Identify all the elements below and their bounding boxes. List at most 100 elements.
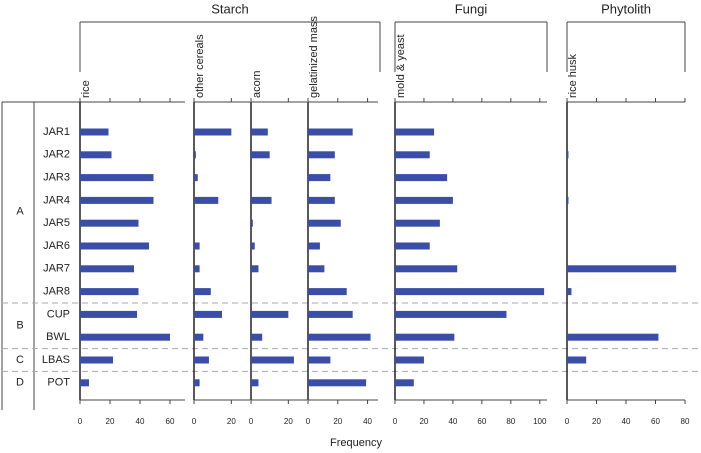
bar [251,356,294,364]
bar [194,265,200,273]
x-tick-label: 0 [249,417,254,426]
x-tick-label: 20 [106,417,115,426]
bar [308,242,320,250]
bar [395,174,448,182]
category-label: LBAS [42,354,70,366]
bar [194,379,200,387]
bar [194,128,232,136]
bar [567,151,569,159]
x-tick-label: 80 [506,417,515,426]
bar [194,356,209,364]
bar [194,196,219,204]
bar [395,333,455,341]
bar [251,219,253,227]
x-tick-label: 60 [477,417,486,426]
bar [80,151,112,159]
x-tick-label: 0 [565,417,570,426]
bar [251,242,255,250]
category-label: CUP [47,308,70,320]
group-header: Phytolith [601,1,651,16]
bar [251,310,289,318]
category-label: JAR8 [43,286,70,298]
x-tick-label: 0 [78,417,83,426]
column-label: rice husk [567,53,579,98]
bar [395,128,435,136]
bar [395,310,507,318]
x-tick-label: 20 [333,417,342,426]
group-label: B [16,320,23,332]
x-tick-label: 0 [393,417,398,426]
bar [395,379,414,387]
bar [194,310,222,318]
bar [80,310,137,318]
group-label: A [16,206,24,218]
group-label: D [16,377,24,389]
bar [80,288,139,296]
x-tick-label: 0 [306,417,311,426]
bar [194,288,211,296]
x-tick-label: 20 [419,417,428,426]
bar [308,196,335,204]
category-label: POT [47,377,70,389]
bar [567,356,587,364]
bar [395,265,458,273]
bar [308,379,367,387]
x-tick-label: 40 [363,417,372,426]
column-label: other cereals [194,34,206,98]
bar [80,333,170,341]
x-tick-label: 40 [448,417,457,426]
bar [395,288,545,296]
bar [308,174,331,182]
bar [80,265,134,273]
x-tick-label: 20 [227,417,236,426]
bar [80,128,109,136]
column-label: gelatinized mass [308,16,320,98]
bar [567,196,569,204]
category-label: JAR6 [43,240,70,252]
bar [308,128,353,136]
category-label: JAR3 [43,172,70,184]
bar [194,333,204,341]
bar [308,356,331,364]
bar [308,265,325,273]
bar [80,242,149,250]
x-axis-label: Frequency [330,437,382,449]
category-label: JAR4 [43,194,70,206]
x-tick-label: 60 [651,417,660,426]
bar [308,151,335,159]
x-tick-label: 0 [192,417,197,426]
column-label: acorn [251,70,263,98]
x-tick-label: 60 [166,417,175,426]
category-label: JAR2 [43,149,70,161]
bar [194,242,200,250]
bar [80,379,89,387]
bar [395,242,430,250]
column-label: rice [80,80,92,98]
bar [308,310,353,318]
bar [395,196,453,204]
column-label: mold & yeast [395,34,407,98]
x-tick-label: 40 [136,417,145,426]
bar [395,219,440,227]
bar [194,151,196,159]
category-label: JAR1 [43,126,70,138]
category-label: JAR7 [43,263,70,275]
bar [251,379,259,387]
group-label: C [16,354,24,366]
bar [395,356,424,364]
bar [80,219,139,227]
bar [308,288,347,296]
bar [80,196,154,204]
bar [251,151,270,159]
bar [251,128,268,136]
bar [80,356,113,364]
bar [567,265,677,273]
bar [251,196,272,204]
bar [567,288,572,296]
x-tick-label: 80 [681,417,690,426]
bar [251,265,259,273]
group-header: Starch [211,1,249,16]
category-label: BWL [46,331,70,343]
bar [194,174,198,182]
